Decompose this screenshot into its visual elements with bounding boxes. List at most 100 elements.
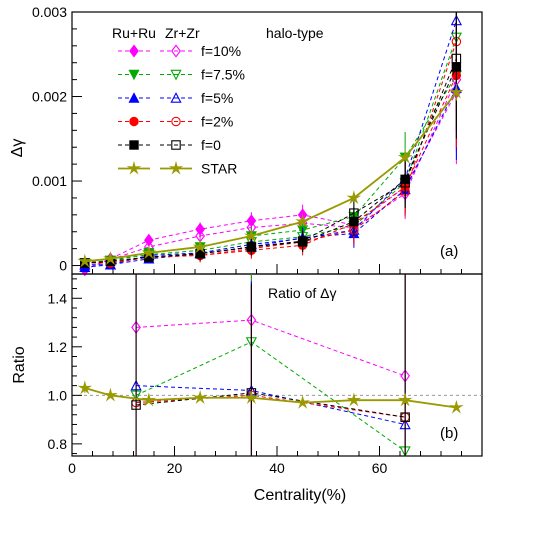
legend-marker-zr	[171, 116, 181, 127]
data-point-star	[295, 213, 310, 228]
series-star	[77, 380, 464, 414]
y-tick-label: 1.2	[48, 339, 68, 355]
legend-marker-ru	[129, 116, 139, 127]
data-point-star	[244, 390, 259, 404]
x-tick-label: 60	[372, 460, 388, 476]
series-line-ru-ru-f-10	[84, 92, 457, 271]
legend-marker-ru	[128, 69, 140, 81]
data-point-star	[103, 387, 118, 402]
legend-marker-ru	[129, 140, 139, 150]
series-line-f-5	[136, 385, 406, 425]
legend-entry-star: STAR	[118, 161, 237, 177]
y-tick-label: 0	[59, 258, 67, 274]
top-panel-tag: (a)	[440, 243, 458, 260]
series-line-zr-zr-f-2	[84, 41, 457, 264]
data-point-zr-zr-f-0	[195, 248, 205, 259]
legend-label: f=2%	[201, 114, 233, 130]
legend-marker-ru	[129, 44, 139, 58]
series-star	[77, 83, 464, 268]
data-point-star	[449, 84, 464, 99]
data-point-zr-zr-f-0	[451, 53, 462, 64]
x-tick-label: 40	[269, 460, 285, 476]
data-point-star	[77, 380, 93, 395]
bottom-y-axis-title: Ratio	[11, 346, 28, 383]
top-y-axis-title: Δγ	[9, 139, 26, 158]
series-line-zr-zr-f-7-5	[84, 37, 457, 264]
data-point-zr-zr-f-0	[400, 177, 410, 188]
series-f-10	[131, 274, 411, 456]
legend-header-halo: halo-type	[266, 25, 324, 41]
data-point-f-0	[131, 400, 141, 410]
data-point-star	[346, 190, 362, 205]
legend-label: STAR	[201, 161, 237, 177]
legend-marker-zr	[171, 44, 181, 58]
top-series-group	[77, 12, 464, 277]
data-point-star	[77, 253, 93, 268]
data-point-star	[397, 149, 413, 164]
series-line-zr-zr-f-0	[84, 58, 457, 264]
series-line-f-0	[136, 392, 406, 418]
y-tick-label: 1.0	[48, 387, 68, 403]
series-line-ru-ru-f-5	[84, 87, 457, 268]
data-point-star	[295, 394, 310, 409]
legend-entry-f-5: f=5%	[118, 90, 233, 106]
legend-label: f=7.5%	[201, 67, 245, 83]
ratio-panel: 0 20 40 60 0.8 1.0 1.2 1.4 Ratio of Δγ Ratio Ce…	[11, 273, 483, 504]
series-f-0	[131, 274, 410, 456]
data-point-star	[103, 251, 118, 265]
data-point-zr-zr-f-0	[297, 236, 308, 246]
data-point-star	[192, 390, 208, 404]
legend-rows: f=10% f=7.5% f=5% f=2% f=0 STAR	[118, 43, 245, 177]
bottom-panel-tag: (b)	[440, 425, 458, 442]
data-point-zr-zr-f-0	[246, 242, 257, 252]
delta-gamma-panel: 0 0.001 0.002 0.003 Ru+Ru Zr+Zr halo-type f…	[9, 4, 483, 277]
x-tick-label: 20	[167, 460, 183, 476]
legend-entry-f-7-5: f=7.5%	[118, 67, 245, 83]
legend-entry-f-0: f=0	[118, 137, 221, 153]
data-point-star	[397, 392, 413, 407]
series-f-5	[130, 274, 411, 456]
bottom-axis-ticks: 0 20 40 60 0.8 1.0 1.2 1.4	[48, 278, 483, 476]
legend-marker-ru	[128, 92, 140, 103]
legend-marker-zr	[168, 160, 184, 175]
data-point-f-0	[400, 412, 410, 422]
y-tick-label: 0.002	[32, 89, 67, 105]
legend-marker-ru	[126, 160, 142, 175]
series-line-f-10	[136, 319, 406, 377]
y-tick-label: 0.003	[32, 4, 67, 20]
data-point-star	[346, 392, 362, 407]
x-axis-title: Centrality(%)	[254, 487, 346, 504]
y-tick-label: 0.001	[32, 173, 67, 189]
series-line-zr-zr-f-5	[84, 20, 457, 266]
legend-entry-f-10: f=10%	[118, 43, 241, 59]
data-point-star	[244, 228, 259, 243]
legend-marker-zr	[171, 140, 181, 150]
series-line-zr-zr-f-10	[84, 79, 457, 270]
legend-header-zr: Zr+Zr	[165, 25, 200, 41]
legend-entry-f-2: f=2%	[118, 114, 233, 130]
x-tick-label: 0	[68, 460, 76, 476]
top-legend: Ru+Ru Zr+Zr halo-type f=10% f=7.5% f=5% f=2…	[112, 25, 324, 177]
y-tick-label: 1.4	[48, 290, 68, 306]
bottom-panel-title: Ratio of Δγ	[268, 285, 337, 301]
legend-marker-zr	[170, 69, 182, 81]
bottom-series-group	[77, 274, 464, 458]
top-axis-ticks: 0 0.001 0.002 0.003	[32, 4, 483, 274]
data-point-star	[141, 245, 157, 260]
y-tick-label: 0.8	[48, 436, 68, 452]
legend-header-ru: Ru+Ru	[112, 25, 156, 41]
legend-label: f=5%	[201, 90, 233, 106]
series-line-f-7-5	[135, 341, 406, 452]
legend-label: f=0	[201, 137, 221, 153]
bottom-plot-frame	[71, 273, 483, 457]
legend-marker-zr	[170, 92, 182, 103]
data-point-star	[449, 399, 464, 414]
series-line-ru-ru-f-0	[84, 66, 457, 264]
data-point-star	[141, 392, 157, 407]
series-f-2	[131, 274, 410, 456]
legend-label: f=10%	[201, 43, 241, 59]
series-f-7-5	[130, 274, 411, 458]
data-point-zr-zr-f-0	[349, 208, 359, 218]
data-point-star	[192, 239, 208, 254]
